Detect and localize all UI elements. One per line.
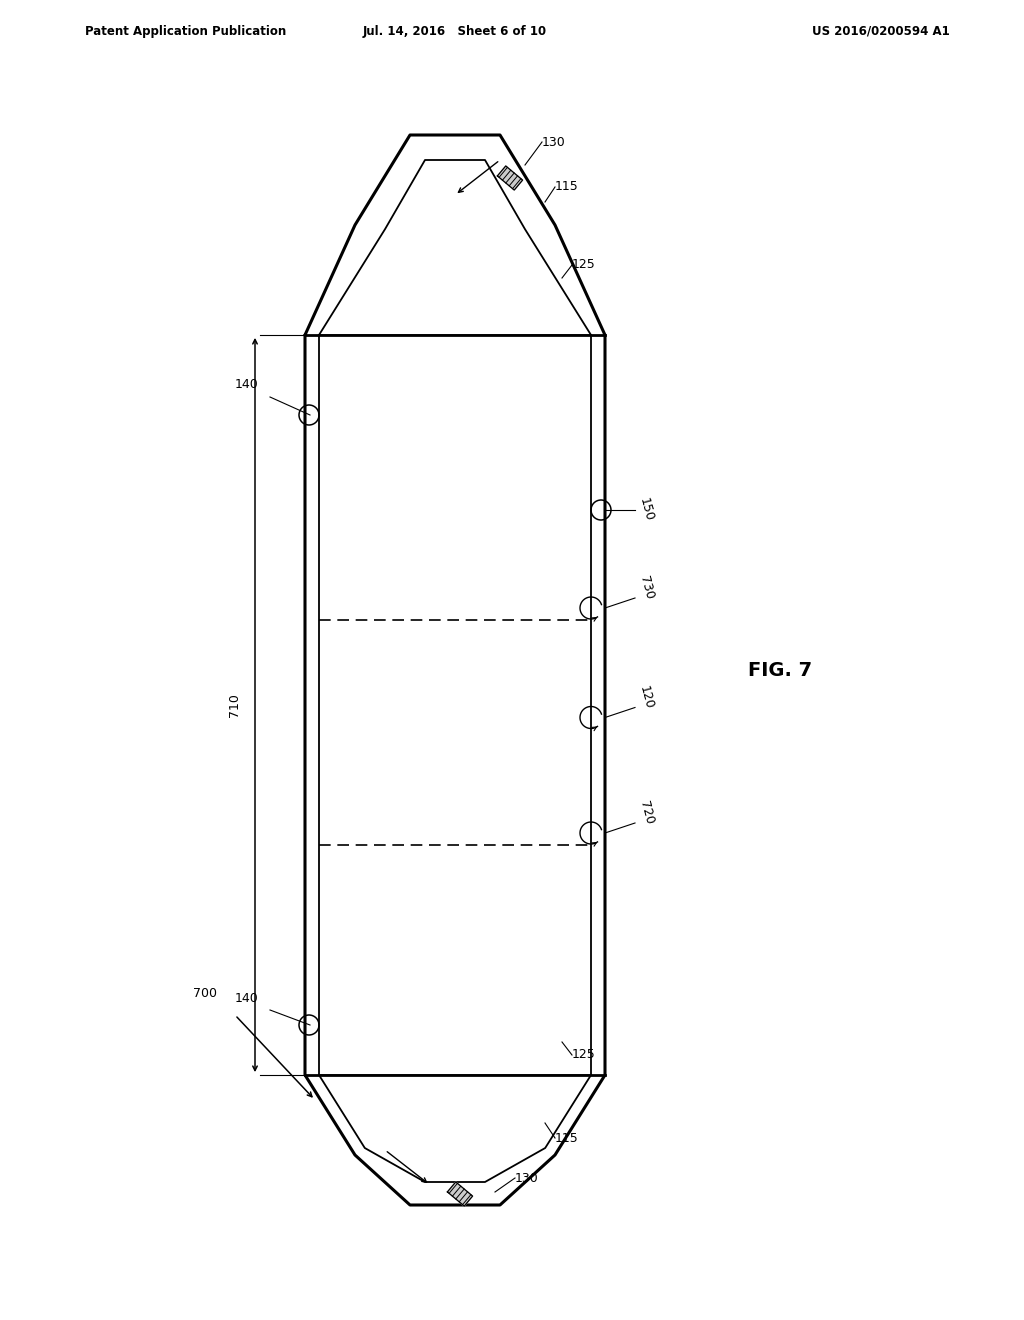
Text: 120: 120 [637, 684, 655, 710]
Text: Patent Application Publication: Patent Application Publication [85, 25, 287, 38]
Text: US 2016/0200594 A1: US 2016/0200594 A1 [812, 25, 950, 38]
Text: 125: 125 [572, 259, 596, 272]
Polygon shape [498, 166, 522, 190]
Text: 140: 140 [234, 379, 259, 392]
Text: 150: 150 [637, 496, 655, 523]
Text: 700: 700 [193, 987, 217, 1001]
Text: 115: 115 [555, 1131, 579, 1144]
Text: 730: 730 [637, 574, 655, 601]
Text: 115: 115 [555, 181, 579, 194]
Text: 710: 710 [228, 693, 242, 717]
Text: 720: 720 [637, 800, 655, 826]
Text: 130: 130 [542, 136, 565, 149]
Text: 140: 140 [234, 991, 259, 1005]
Polygon shape [447, 1181, 473, 1206]
Text: 130: 130 [515, 1172, 539, 1184]
Text: 125: 125 [572, 1048, 596, 1061]
Text: FIG. 7: FIG. 7 [748, 660, 812, 680]
Text: Jul. 14, 2016   Sheet 6 of 10: Jul. 14, 2016 Sheet 6 of 10 [362, 25, 547, 38]
